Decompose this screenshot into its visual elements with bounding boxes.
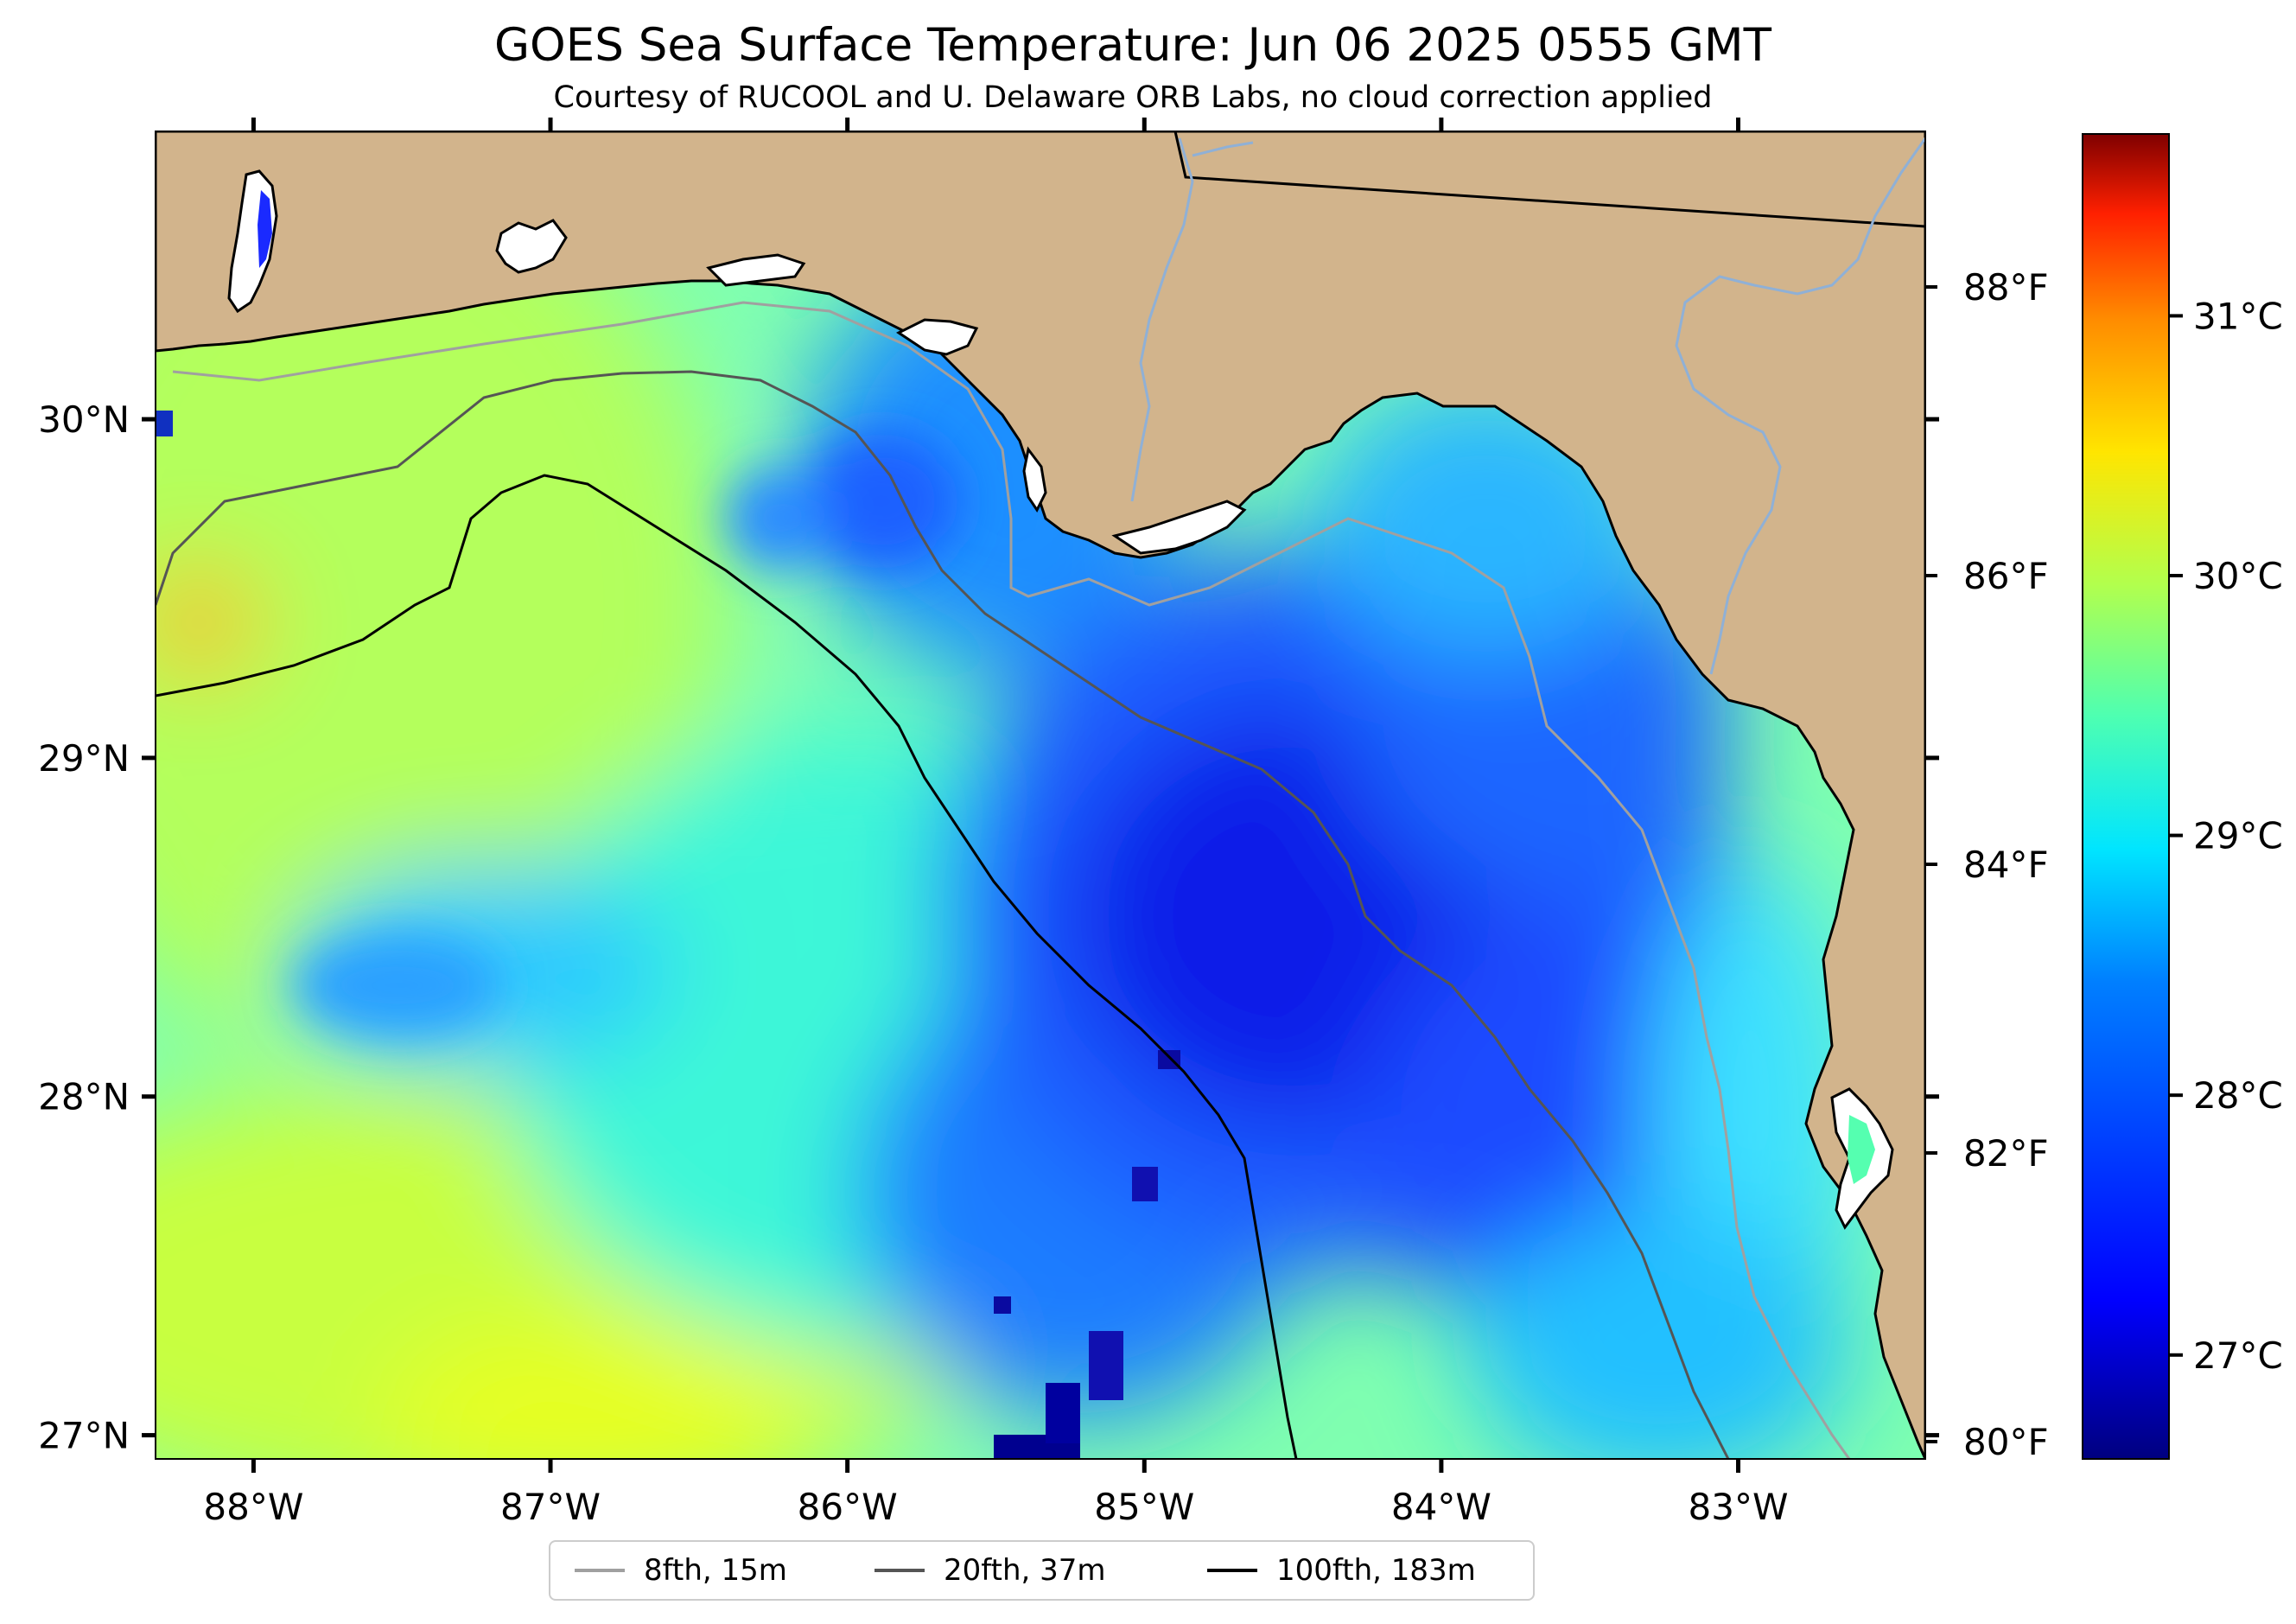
colorbar-tick-label: 30°C xyxy=(2193,555,2283,597)
legend-label-8fth: 8fth, 15m xyxy=(644,1553,787,1588)
f-tick-label: 84°F xyxy=(1963,844,2049,886)
legend-label-100fth: 100fth, 183m xyxy=(1276,1553,1476,1588)
legend-label-20fth: 20fth, 37m xyxy=(944,1553,1106,1588)
lon-tick-label: 87°W xyxy=(500,1486,601,1528)
fahrenheit-axis: 88°F 86°F 84°F 82°F 80°F xyxy=(1925,266,2049,1463)
lat-tick-label: 28°N xyxy=(38,1076,130,1118)
lon-tick-label: 85°W xyxy=(1094,1486,1194,1528)
legend-item-100fth: 100fth, 183m xyxy=(1207,1542,1476,1599)
legend-item-20fth: 20fth, 37m xyxy=(875,1542,1106,1599)
colorbar xyxy=(2082,133,2170,1460)
legend-item-8fth: 8fth, 15m xyxy=(575,1542,787,1599)
isobath-100fth xyxy=(156,474,1298,1459)
map-subtitle: Courtesy of RUCOOL and U. Delaware ORB L… xyxy=(553,80,1713,115)
colorbar-tick-label: 29°C xyxy=(2193,815,2283,857)
legend-swatch-8fth xyxy=(575,1569,625,1572)
lon-tick-label: 84°W xyxy=(1391,1486,1491,1528)
sst-field xyxy=(156,131,1925,1459)
isobaths xyxy=(156,301,1851,1459)
isobath-legend: 8fth, 15m 20fth, 37m 100fth, 183m xyxy=(549,1540,1535,1601)
legend-swatch-20fth xyxy=(875,1569,925,1572)
lon-tick-label: 86°W xyxy=(798,1486,898,1528)
land xyxy=(156,131,1925,1459)
f-tick-label: 80°F xyxy=(1963,1421,2049,1463)
longitude-axis: 88°W 87°W 86°W 85°W 84°W 83°W xyxy=(203,118,1789,1528)
colorbar-tick-label: 27°C xyxy=(2193,1334,2283,1377)
lon-tick-label: 83°W xyxy=(1689,1486,1789,1528)
map-title: GOES Sea Surface Temperature: Jun 06 202… xyxy=(493,19,1772,72)
f-tick-label: 88°F xyxy=(1963,266,2049,309)
legend-swatch-100fth xyxy=(1207,1569,1257,1572)
lat-tick-label: 29°N xyxy=(38,737,130,780)
colorbar-tick-label: 28°C xyxy=(2193,1074,2283,1117)
colorbar-axis: 31°C 30°C 29°C 28°C 27°C xyxy=(2169,295,2283,1377)
colorbar-tick-label: 31°C xyxy=(2193,295,2283,337)
map-frame xyxy=(155,131,1926,1460)
lat-tick-label: 30°N xyxy=(38,398,130,441)
isobath-20fth xyxy=(156,370,1730,1459)
f-tick-label: 86°F xyxy=(1963,555,2049,597)
isobath-8fth xyxy=(172,301,1851,1459)
latitude-axis: 30°N 29°N 28°N 27°N xyxy=(38,398,1939,1457)
lon-tick-label: 88°W xyxy=(203,1486,303,1528)
f-tick-label: 82°F xyxy=(1963,1132,2049,1175)
lat-tick-label: 27°N xyxy=(38,1415,130,1457)
